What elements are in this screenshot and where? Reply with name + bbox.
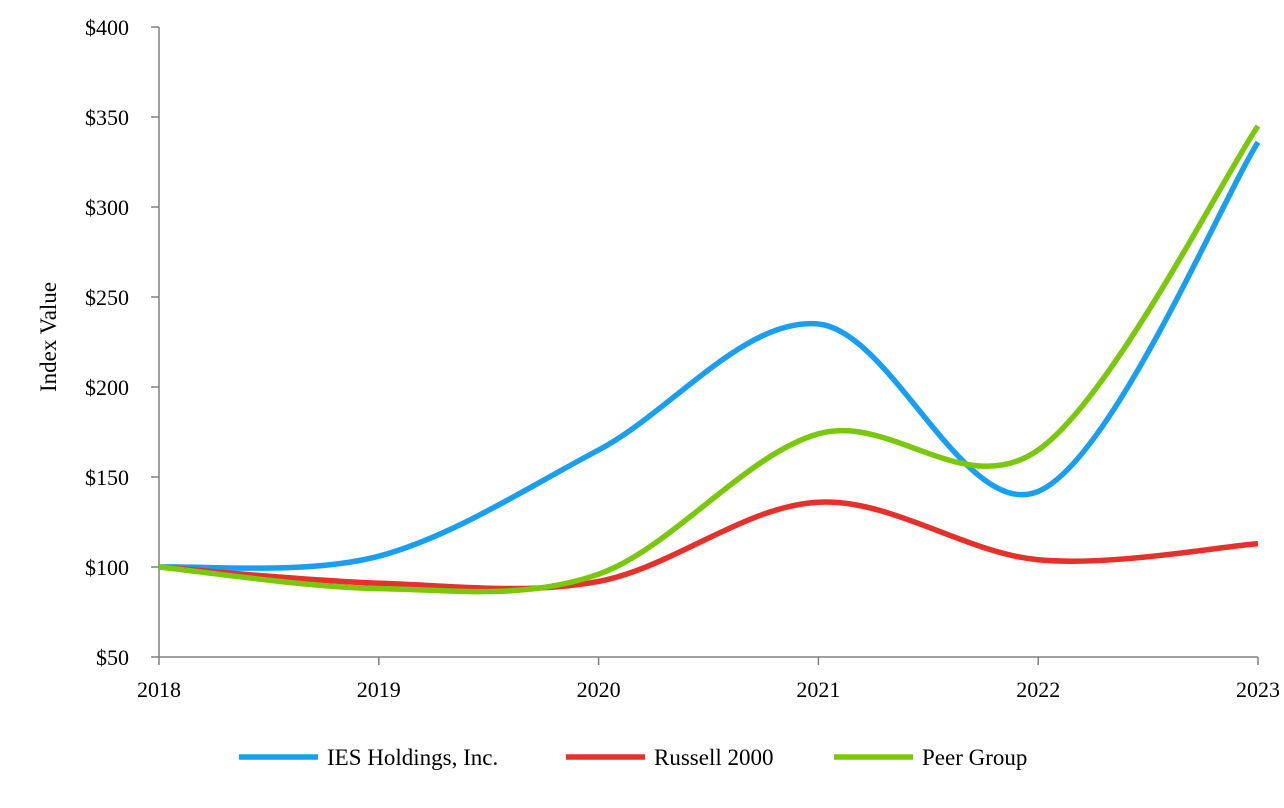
series-lines — [158, 124, 1261, 595]
series-line-2 — [158, 124, 1261, 595]
x-tick-label: 2023 — [1236, 677, 1280, 702]
y-tick-label: $250 — [85, 285, 129, 310]
x-axis: 2018 2019 2020 2021 2022 2023 — [137, 656, 1280, 702]
y-tick-label: $50 — [96, 645, 129, 670]
y-axis-title: Index Value — [36, 282, 61, 392]
x-tick-label: 2021 — [796, 677, 840, 702]
legend-label: IES Holdings, Inc. — [327, 745, 498, 770]
y-tick-label: $350 — [85, 105, 129, 130]
x-tick-label: 2019 — [357, 677, 401, 702]
y-tick-label: $400 — [85, 15, 129, 40]
series-line-0 — [158, 140, 1261, 571]
legend-label: Peer Group — [922, 745, 1027, 770]
series-line-1 — [158, 499, 1259, 592]
y-tick-label: $100 — [85, 555, 129, 580]
x-tick-label: 2022 — [1016, 677, 1060, 702]
y-tick-label: $200 — [85, 375, 129, 400]
legend-label: Russell 2000 — [654, 745, 773, 770]
x-tick-label: 2018 — [137, 677, 181, 702]
legend: IES Holdings, Inc. Russell 2000 Peer Group — [239, 745, 1027, 770]
y-tick-label: $150 — [85, 465, 129, 490]
y-tick-label: $300 — [85, 195, 129, 220]
y-axis: $50 $100 $150 $200 $250 $300 $350 $400 — [85, 15, 160, 670]
x-tick-label: 2020 — [577, 677, 621, 702]
